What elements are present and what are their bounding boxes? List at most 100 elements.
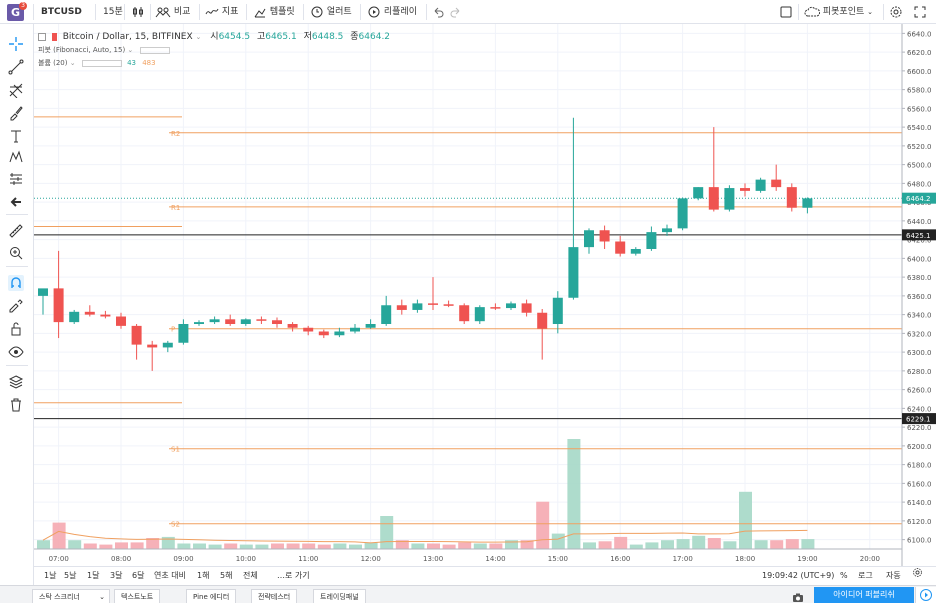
play-circle-icon: [920, 589, 932, 601]
volume-bar: [505, 540, 518, 549]
object-tree-tool[interactable]: [8, 374, 24, 390]
compare-button[interactable]: 비교: [155, 0, 190, 24]
redo-icon: [450, 7, 460, 17]
drawing-toolbar: [0, 24, 34, 585]
play-button[interactable]: [915, 587, 936, 603]
volume-bar: [115, 542, 128, 549]
interval-button[interactable]: 15분: [103, 7, 123, 17]
chevron-down-icon: ⌄: [867, 8, 874, 16]
pattern-tool[interactable]: [8, 149, 24, 165]
text-tool[interactable]: [8, 128, 24, 144]
brush-tool[interactable]: [8, 105, 24, 121]
fib-tool[interactable]: [8, 82, 24, 99]
back-button[interactable]: [8, 194, 24, 210]
fullscreen-button[interactable]: [913, 0, 927, 24]
tab-pine-editor[interactable]: Pine 에디터: [186, 589, 237, 603]
percent-toggle[interactable]: %: [840, 571, 848, 580]
zoom-tool[interactable]: [8, 245, 24, 261]
candle: [209, 316, 220, 324]
auto-toggle[interactable]: 자동: [886, 571, 901, 580]
time-tick-label: 15:00: [548, 555, 568, 563]
candle: [662, 224, 672, 236]
redo-button[interactable]: [450, 0, 462, 24]
candle: [84, 305, 95, 317]
volume-bar: [629, 544, 643, 549]
clock-timezone[interactable]: 19:09:42 (UTC+9): [762, 571, 835, 580]
volume-legend-row[interactable]: 볼륨 (20) ⌄ 43 483: [38, 57, 390, 70]
volume-bar: [411, 543, 425, 549]
candle-body: [537, 312, 548, 329]
candle: [724, 185, 735, 212]
volume-bar: [645, 542, 659, 549]
chevron-down-icon[interactable]: ⌄: [195, 33, 202, 41]
indicator-buttons-icon[interactable]: [139, 46, 170, 54]
crosshair-tool[interactable]: [8, 36, 24, 52]
candle: [693, 187, 704, 201]
chart-settings-button[interactable]: [912, 567, 923, 584]
indicators-button[interactable]: 지표: [205, 0, 238, 24]
candle: [303, 325, 314, 336]
publish-idea-button[interactable]: 아이디어 퍼블리쉬: [814, 587, 914, 603]
high-label: 고: [256, 32, 266, 42]
measure-tool[interactable]: [8, 223, 24, 239]
layers-icon: [8, 375, 24, 389]
log-toggle[interactable]: 로그: [858, 571, 873, 580]
candle: [334, 327, 345, 338]
candle-body: [53, 288, 64, 323]
candle: [521, 299, 532, 317]
settings-button[interactable]: [889, 0, 903, 24]
templates-button[interactable]: 템플릿: [253, 0, 295, 24]
candle: [69, 309, 80, 324]
draw-mode-tool[interactable]: [8, 298, 24, 314]
lock-tool[interactable]: [8, 321, 24, 337]
candle-body: [662, 228, 672, 233]
volume-bar: [271, 543, 284, 549]
candle-body: [786, 187, 797, 208]
square-icon: [780, 6, 792, 17]
range-all[interactable]: 전체: [243, 571, 258, 580]
candle: [100, 310, 111, 319]
range-1m[interactable]: 1달: [87, 571, 100, 580]
price-chart[interactable]: R2R1PS1S26640.06620.06600.06580.06560.06…: [34, 24, 936, 566]
ruler-lines-icon: [10, 173, 22, 185]
tab-trading-panel[interactable]: 트레이딩패널: [313, 589, 366, 603]
fullscreen-toggle-button[interactable]: [779, 0, 793, 24]
alert-button[interactable]: 얼러트: [310, 0, 352, 24]
candle-body: [240, 319, 251, 324]
indicators-icon: [205, 8, 219, 14]
range-5y[interactable]: 5해: [220, 571, 233, 580]
symbol-search-button[interactable]: BTCUSD: [41, 7, 82, 17]
time-tick-label: 08:00: [111, 555, 131, 563]
candle-body: [428, 303, 438, 305]
range-ytd[interactable]: 연초 대비: [154, 571, 186, 580]
pivot-legend-row[interactable]: 피봇 (Fibonacci, Auto, 15) ⌄: [38, 44, 390, 57]
range-1d[interactable]: 1날: [44, 571, 57, 580]
magnet-tool[interactable]: [8, 275, 24, 291]
tab-stock-screener[interactable]: 스탁 스크리너 ⌄: [32, 589, 110, 603]
range-5d[interactable]: 5날: [64, 571, 77, 580]
tab-strategy-tester[interactable]: 전략테스터: [251, 589, 298, 603]
pivot-lines: R2 R1 P S1 S2: [34, 116, 902, 529]
tab-text-notes[interactable]: 텍스트노트: [114, 589, 161, 603]
visibility-tool[interactable]: [8, 344, 24, 360]
undo-button[interactable]: [432, 0, 444, 24]
goto-date-button[interactable]: …로 가기: [277, 571, 310, 580]
range-3m[interactable]: 3달: [110, 571, 123, 580]
chart-type-button[interactable]: [131, 0, 145, 24]
price-tick-label: 6600.0: [907, 68, 932, 76]
collapse-icon[interactable]: [38, 32, 46, 41]
snapshot-button[interactable]: [792, 589, 804, 608]
trendline-tool[interactable]: [8, 59, 24, 75]
candle-body: [584, 230, 594, 248]
chart-area[interactable]: R2 R1 P S1 S2 6640.0 6620.0 6600.0 6580.0 6560.0 6…: [34, 24, 936, 585]
replay-button[interactable]: 리플레이: [367, 0, 417, 24]
candle: [786, 183, 797, 212]
eye-icon: [8, 346, 24, 358]
range-6m[interactable]: 6달: [132, 571, 145, 580]
delete-tool[interactable]: [8, 397, 24, 413]
prediction-tool[interactable]: [8, 171, 24, 187]
candle-body: [552, 297, 563, 324]
range-1y[interactable]: 1해: [197, 571, 210, 580]
layout-button[interactable]: 피봇포인트 ⌄: [804, 0, 873, 24]
indicator-buttons-icon[interactable]: [81, 59, 122, 67]
